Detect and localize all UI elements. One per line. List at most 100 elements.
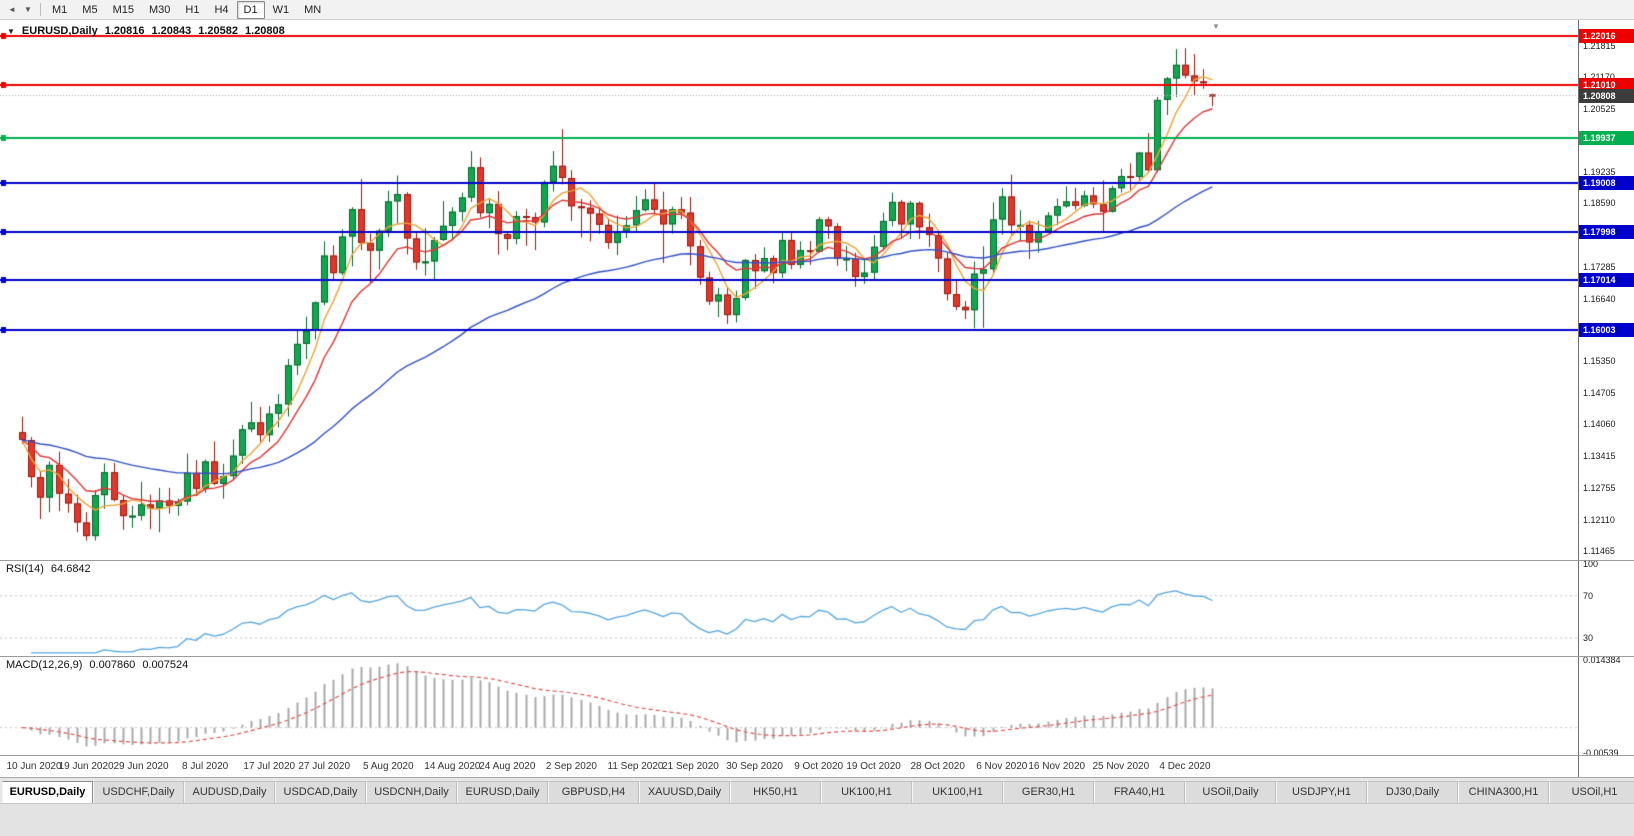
rsi-value: 64.6842 bbox=[50, 563, 91, 575]
timeframe-button-d1[interactable]: D1 bbox=[236, 0, 265, 19]
timeframe-button-m30[interactable]: M30 bbox=[148, 3, 171, 16]
rsi-axis-tick: 100 bbox=[1583, 559, 1599, 569]
hline-price-badge: 1.21010 bbox=[1579, 78, 1634, 93]
timeframe-button-w1[interactable]: W1 bbox=[272, 3, 290, 16]
price-axis-tick: 1.21170 bbox=[1583, 72, 1615, 82]
chart-tab-usoil-h1[interactable]: USOil,H1 bbox=[1549, 781, 1634, 803]
chart-symbol-dropdown-icon[interactable]: ▼ bbox=[7, 26, 15, 36]
price-axis-tick: 1.11465 bbox=[1583, 546, 1615, 556]
timeframe-button-m1[interactable]: M1 bbox=[52, 3, 68, 16]
chart-tab-china300-h1[interactable]: CHINA300,H1 bbox=[1458, 781, 1549, 803]
time-axis-label: 5 Aug 2020 bbox=[362, 761, 414, 772]
panel-separator bbox=[0, 755, 1634, 756]
price-axis-tick: 1.18590 bbox=[1583, 198, 1616, 209]
chart-symbol-label: EURUSD,Daily bbox=[21, 25, 98, 37]
macd-main-value: 0.007860 bbox=[89, 659, 136, 671]
chart-tab-eurusd-daily[interactable]: EURUSD,Daily bbox=[457, 781, 548, 803]
hline-price-badge: 1.16003 bbox=[1579, 322, 1634, 337]
chart-tab-xauusd-daily[interactable]: XAUUSD,Daily bbox=[639, 781, 730, 803]
price-axis-tick: 1.19235 bbox=[1583, 166, 1616, 177]
chart-tab-usoil-daily[interactable]: USOil,Daily bbox=[1185, 781, 1276, 803]
rsi-name: RSI(14) bbox=[6, 563, 44, 575]
price-axis-tick: 1.12110 bbox=[1583, 514, 1615, 525]
time-axis-label: 8 Jul 2020 bbox=[182, 761, 229, 772]
chart-region: ▼ EURUSD,Daily 1.20816 1.20843 1.20582 1… bbox=[0, 20, 1634, 777]
rsi-indicator-label: RSI(14) 64.6842 bbox=[6, 563, 91, 575]
chart-tab-usdchf-daily[interactable]: USDCHF,Daily bbox=[93, 781, 184, 803]
time-axis-label: 11 Sep 2020 bbox=[607, 761, 664, 772]
chart-tab-usdjpy-h1[interactable]: USDJPY,H1 bbox=[1276, 781, 1367, 803]
timeframe-button-m15[interactable]: M15 bbox=[112, 3, 134, 16]
price-axis[interactable]: 1.218151.211701.205251.198801.192351.185… bbox=[1578, 20, 1634, 777]
time-axis-label: 27 Jul 2020 bbox=[298, 761, 351, 772]
panel-separator[interactable] bbox=[0, 560, 1634, 561]
time-axis-label: 28 Oct 2020 bbox=[910, 761, 965, 772]
rsi-axis-tick: 70 bbox=[1583, 590, 1594, 601]
rsi-axis-tick: 30 bbox=[1583, 633, 1594, 644]
time-axis-label: 19 Oct 2020 bbox=[846, 761, 901, 772]
timeframe-button-h1[interactable]: H1 bbox=[185, 3, 200, 16]
chart-tab-uk100-h1[interactable]: UK100,H1 bbox=[821, 781, 912, 803]
chart-tab-uk100-h1[interactable]: UK100,H1 bbox=[912, 781, 1003, 803]
chart-tab-gbpusd-h4[interactable]: GBPUSD,H4 bbox=[548, 781, 639, 803]
hline-price-badge: 1.19008 bbox=[1579, 175, 1634, 190]
time-axis-label: 2 Sep 2020 bbox=[545, 761, 597, 772]
chart-tab-usdcad-daily[interactable]: USDCAD,Daily bbox=[275, 781, 366, 803]
time-axis-label: 4 Dec 2020 bbox=[1159, 761, 1211, 772]
price-axis-tick: 1.13415 bbox=[1583, 450, 1616, 461]
timeframe-toolbar: ◄ ▼ M1 M5 M15 M30 H1 H4 D1 W1 MN bbox=[0, 0, 1634, 20]
toolbar-separator bbox=[40, 3, 41, 16]
hline-price-badge: 1.22016 bbox=[1579, 29, 1634, 44]
timeframe-button-mn[interactable]: MN bbox=[304, 3, 322, 16]
chart-canvas[interactable] bbox=[0, 20, 1578, 777]
price-axis-tick: 1.17285 bbox=[1583, 262, 1616, 273]
chart-tab-fra40-h1[interactable]: FRA40,H1 bbox=[1094, 781, 1185, 803]
chart-back-icon[interactable]: ◄ bbox=[8, 5, 16, 14]
chart-title: ▼ EURUSD,Daily 1.20816 1.20843 1.20582 1… bbox=[7, 25, 285, 37]
chart-shift-marker-icon[interactable]: ▼ bbox=[1212, 22, 1220, 31]
time-axis-label: 9 Oct 2020 bbox=[794, 761, 844, 772]
timeframe-button-h4[interactable]: H4 bbox=[214, 3, 229, 16]
time-axis-label: 24 Aug 2020 bbox=[479, 761, 536, 772]
timeframe-button-group: M1 M5 M15 M30 H1 H4 D1 W1 MN bbox=[45, 0, 328, 19]
chart-low-value: 1.20582 bbox=[198, 25, 239, 37]
time-axis-label: 14 Aug 2020 bbox=[424, 761, 481, 772]
chart-tab-audusd-daily[interactable]: AUDUSD,Daily bbox=[184, 781, 275, 803]
toolbar-icon-group: ◄ ▼ bbox=[4, 2, 36, 18]
macd-signal-value: 0.007524 bbox=[142, 659, 189, 671]
time-axis-label: 19 Jun 2020 bbox=[58, 761, 114, 772]
price-axis-tick: 1.15350 bbox=[1583, 356, 1616, 367]
panel-separator[interactable] bbox=[0, 656, 1634, 657]
current-price-badge: 1.20808 bbox=[1579, 89, 1634, 104]
price-axis-tick: 1.14705 bbox=[1583, 387, 1616, 398]
chart-close-value: 1.20808 bbox=[245, 25, 285, 37]
price-axis-tick: 1.16640 bbox=[1583, 293, 1616, 304]
time-axis-label: 21 Sep 2020 bbox=[662, 761, 719, 772]
time-axis-label: 16 Nov 2020 bbox=[1028, 761, 1086, 772]
chart-tab-eurusd-daily[interactable]: EURUSD,Daily bbox=[2, 781, 93, 803]
price-axis-tick: 1.21815 bbox=[1583, 41, 1616, 51]
time-axis-label: 30 Sep 2020 bbox=[726, 761, 783, 772]
time-axis-label: 17 Jul 2020 bbox=[243, 761, 296, 772]
window-footer bbox=[0, 803, 1634, 836]
hline-price-badge: 1.17998 bbox=[1579, 225, 1634, 240]
time-axis-label: 29 Jun 2020 bbox=[113, 761, 169, 772]
macd-axis-tick: -0.00539 bbox=[1583, 748, 1619, 758]
chart-tab-ger30-h1[interactable]: GER30,H1 bbox=[1003, 781, 1094, 803]
chart-high-value: 1.20843 bbox=[151, 25, 192, 37]
chart-open-value: 1.20816 bbox=[104, 25, 145, 37]
price-axis-tick: 1.20525 bbox=[1583, 103, 1616, 114]
time-axis-label: 10 Jun 2020 bbox=[6, 761, 62, 772]
macd-indicator-label: MACD(12,26,9) 0.007860 0.007524 bbox=[6, 659, 188, 671]
macd-name: MACD(12,26,9) bbox=[6, 659, 83, 671]
chart-dropdown-icon[interactable]: ▼ bbox=[24, 5, 32, 14]
chart-tab-hk50-h1[interactable]: HK50,H1 bbox=[730, 781, 821, 803]
chart-tab-dj30-daily[interactable]: DJ30,Daily bbox=[1367, 781, 1458, 803]
price-axis-tick: 1.12755 bbox=[1583, 483, 1616, 494]
price-axis-tick: 1.14060 bbox=[1583, 419, 1616, 430]
chart-tab-usdcnh-daily[interactable]: USDCNH,Daily bbox=[366, 781, 457, 803]
hline-price-badge: 1.17014 bbox=[1579, 273, 1634, 288]
time-axis-label: 6 Nov 2020 bbox=[976, 761, 1028, 772]
timeframe-button-m5[interactable]: M5 bbox=[82, 3, 98, 16]
